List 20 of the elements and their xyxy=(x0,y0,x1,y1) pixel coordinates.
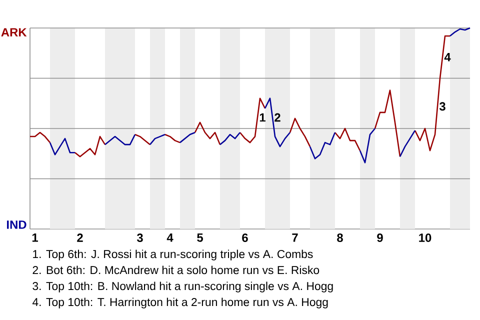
x-tick-label: 2 xyxy=(77,234,83,242)
x-tick-label: 3 xyxy=(136,234,143,242)
x-tick-label: 1 xyxy=(32,234,38,242)
text: IND xyxy=(7,220,26,229)
text: 1. Top 6th: J. Rossi hit a run-scoring triple vs A. Combs xyxy=(33,250,313,260)
x-tick-label: 7 xyxy=(292,234,298,242)
annotation: 1 xyxy=(260,113,266,122)
x-tick-label: 10 xyxy=(419,234,432,242)
annotation: 3 xyxy=(439,102,446,111)
text: 3. Top 10th: B. Nowland hit a run-scoring single vs A. Hogg xyxy=(32,282,333,292)
x-tick-label: 6 xyxy=(242,234,248,242)
annotation: 4 xyxy=(444,53,451,62)
text: ARK xyxy=(1,28,27,36)
x-tick-label: 4 xyxy=(166,234,174,242)
text: 4. Top 10th: T. Harrington hit a 2-run home run vs A. Hogg xyxy=(32,298,328,308)
x-tick-label: 8 xyxy=(337,234,343,242)
text: 2. Bot 6th: D. McAndrew hit a solo home run vs E. Risko xyxy=(32,266,320,274)
x-tick-label: 9 xyxy=(377,234,383,242)
x-tick-label: 5 xyxy=(197,234,203,242)
annotation: 2 xyxy=(274,113,280,122)
